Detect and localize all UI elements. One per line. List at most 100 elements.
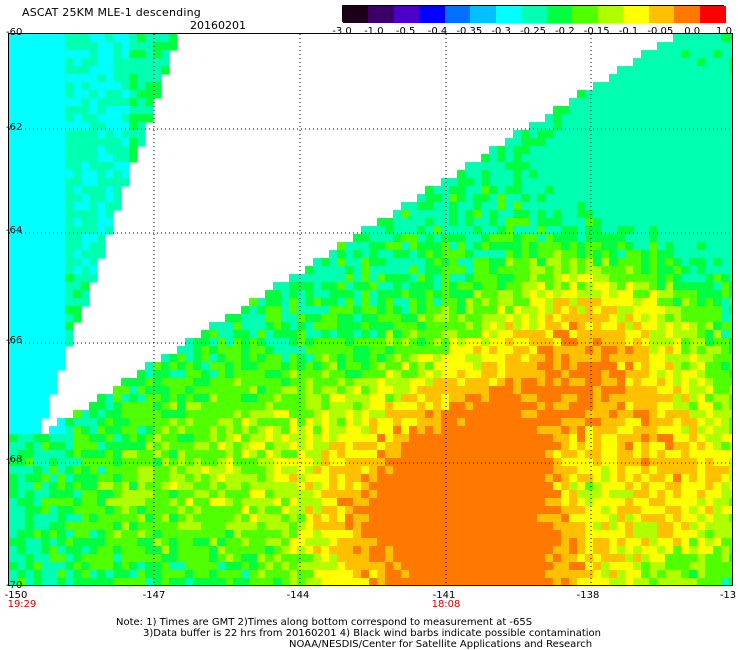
data-cell [665, 154, 674, 163]
data-cell [473, 210, 482, 219]
data-cell [633, 362, 642, 371]
data-cell [353, 418, 362, 427]
data-cell [577, 506, 586, 515]
data-cell [33, 434, 42, 443]
data-cell [345, 554, 354, 563]
data-cell [185, 426, 194, 435]
data-cell [241, 426, 250, 435]
data-cell [465, 290, 474, 299]
data-cell [561, 186, 570, 195]
data-cell [577, 474, 586, 483]
data-cell [353, 338, 362, 347]
data-cell [361, 314, 370, 323]
data-cell [553, 114, 562, 123]
data-cell [625, 162, 634, 171]
data-cell [97, 82, 106, 91]
data-cell [201, 402, 210, 411]
data-cell [345, 522, 354, 531]
data-cell [377, 386, 386, 395]
data-cell [721, 474, 730, 483]
data-cell [265, 330, 274, 339]
data-cell [337, 434, 346, 443]
data-cell [385, 402, 394, 411]
data-cell [137, 130, 146, 139]
data-cell [337, 306, 346, 315]
data-cell [209, 498, 218, 507]
data-cell [41, 122, 50, 131]
data-cell [281, 570, 290, 579]
data-cell [409, 402, 418, 411]
data-cell [721, 130, 730, 139]
data-cell [321, 386, 330, 395]
data-cell [265, 338, 274, 347]
data-cell [593, 450, 602, 459]
data-cell [313, 498, 322, 507]
data-cell [633, 410, 642, 419]
data-cell [537, 122, 546, 131]
data-cell [369, 482, 378, 491]
data-cell [513, 410, 522, 419]
data-cell [233, 466, 242, 475]
data-cell [697, 154, 706, 163]
data-cell [121, 578, 130, 586]
data-cell [121, 162, 130, 171]
data-cell [289, 418, 298, 427]
data-cell [673, 330, 682, 339]
data-cell [401, 410, 410, 419]
data-cell [537, 394, 546, 403]
data-cell [697, 114, 706, 123]
data-cell [713, 242, 722, 251]
data-cell [177, 410, 186, 419]
data-cell [49, 82, 58, 91]
data-cell [369, 426, 378, 435]
data-cell [593, 266, 602, 275]
data-cell [25, 90, 34, 99]
data-cell [353, 458, 362, 467]
data-cell [57, 258, 66, 267]
data-cell [281, 578, 290, 586]
data-cell [689, 386, 698, 395]
data-cell [585, 98, 594, 107]
data-cell [209, 386, 218, 395]
data-cell [417, 210, 426, 219]
data-cell [145, 506, 154, 515]
data-cell [217, 426, 226, 435]
data-cell [609, 338, 618, 347]
data-cell [417, 418, 426, 427]
data-cell [657, 514, 666, 523]
data-cell [97, 66, 106, 75]
data-cell [721, 346, 730, 355]
data-cell [673, 370, 682, 379]
data-cell [105, 538, 114, 547]
data-cell [81, 226, 90, 235]
data-cell [385, 322, 394, 331]
data-cell [569, 266, 578, 275]
data-cell [153, 474, 162, 483]
data-cell [33, 562, 42, 571]
data-cell [689, 170, 698, 179]
data-cell [593, 418, 602, 427]
data-cell [249, 450, 258, 459]
data-cell [641, 474, 650, 483]
data-cell [609, 114, 618, 123]
data-cell [313, 514, 322, 523]
data-cell [161, 490, 170, 499]
data-cell [513, 218, 522, 227]
legend-color-swatch [343, 6, 370, 23]
data-cell [593, 162, 602, 171]
data-cell [89, 522, 98, 531]
data-cell [41, 210, 50, 219]
data-cell [257, 386, 266, 395]
data-cell [73, 530, 82, 539]
data-cell [433, 506, 442, 515]
data-cell [193, 490, 202, 499]
data-cell [49, 226, 58, 235]
data-cell [577, 362, 586, 371]
data-cell [689, 114, 698, 123]
data-cell [113, 418, 122, 427]
data-cell [497, 186, 506, 195]
data-cell [89, 418, 98, 427]
data-cell [65, 554, 74, 563]
data-cell [521, 138, 530, 147]
data-cell [25, 290, 34, 299]
